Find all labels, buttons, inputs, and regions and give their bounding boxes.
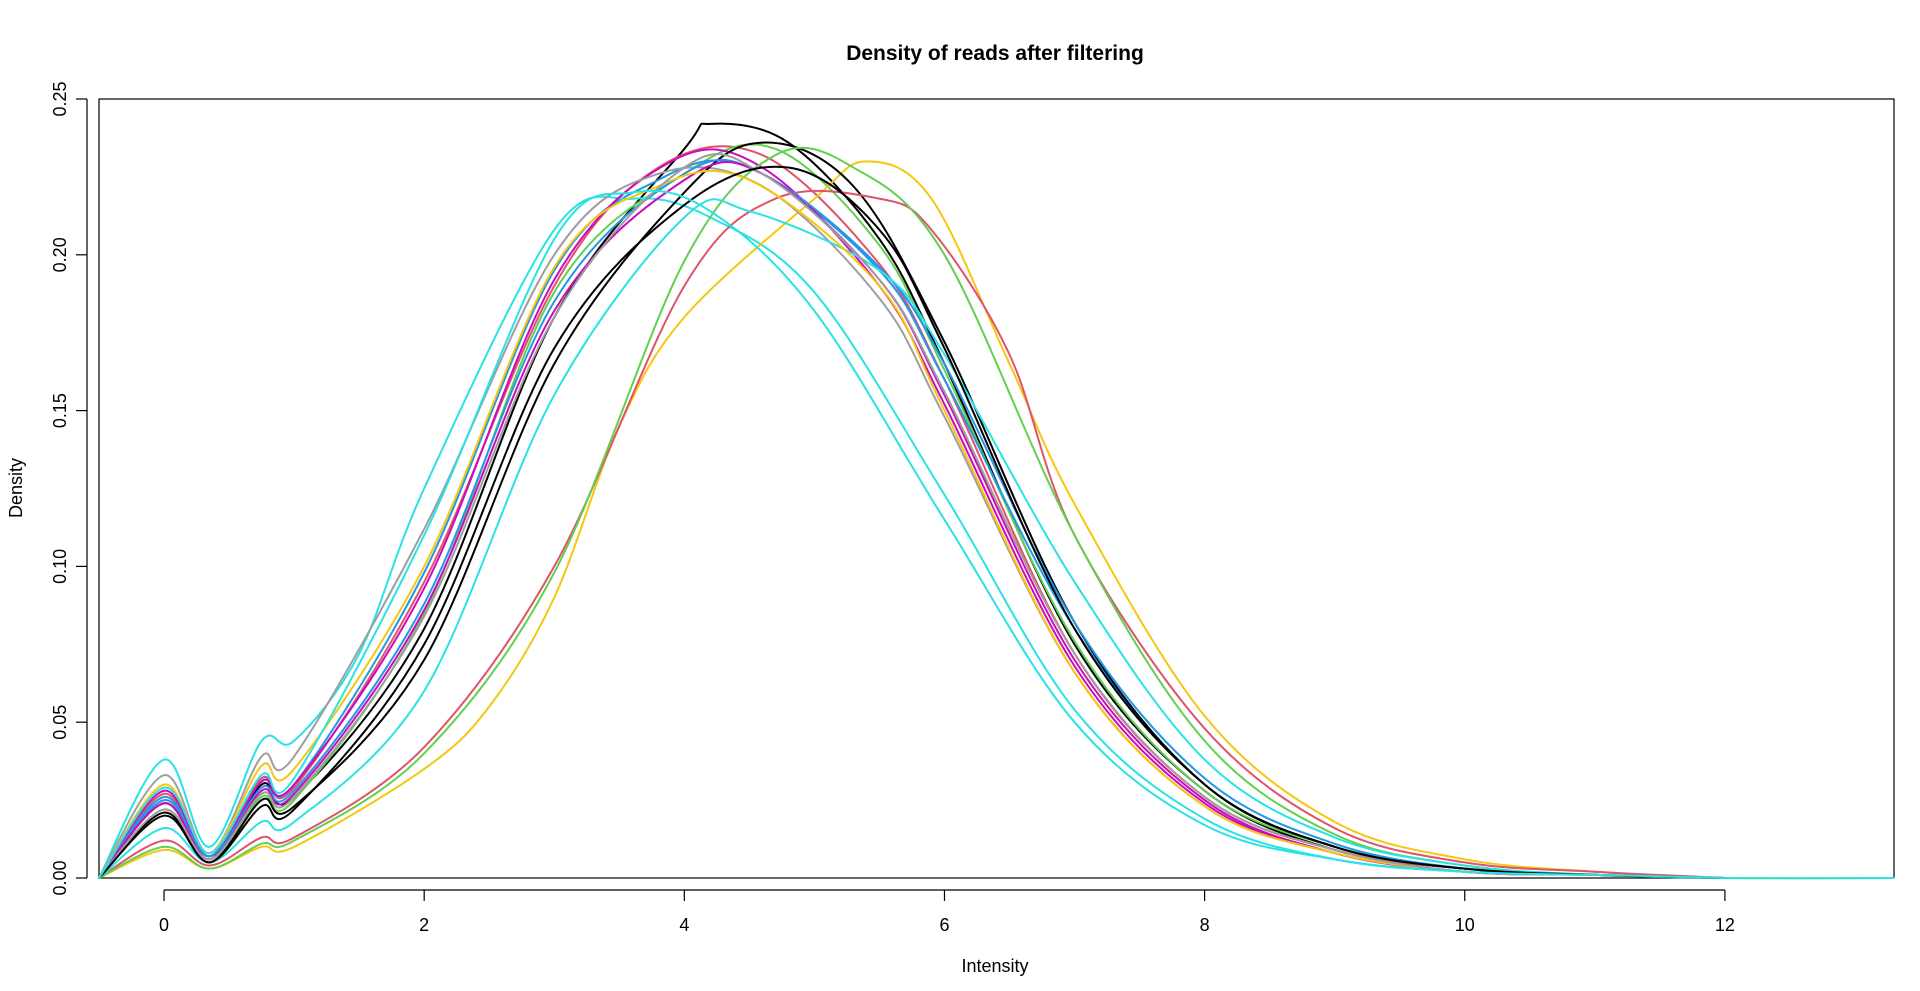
density-curve [98,146,1726,879]
x-tick-label: 12 [1715,915,1735,935]
density-curve [98,122,1726,879]
x-tick-label: 10 [1455,915,1475,935]
y-tick-label: 0.00 [50,860,70,895]
chart-title: Density of reads after filtering [846,42,1144,65]
x-tick-label: 2 [419,915,429,935]
density-curve [98,153,1726,879]
y-tick-label: 0.10 [50,549,70,584]
density-curve [98,143,1726,879]
plot-area-frame [98,98,1895,879]
x-axis-label: Intensity [961,956,1028,976]
y-tick-label: 0.20 [50,237,70,272]
y-axis-label: Density [6,458,26,518]
y-tick-label: 0.25 [50,81,70,116]
density-series-group [98,122,1895,880]
density-curve [98,160,1895,880]
y-tick-label: 0.05 [50,705,70,740]
density-curve [98,141,1726,879]
density-curve [98,166,1726,879]
density-curve [98,189,1726,879]
density-curve [98,169,1726,879]
density-curve [98,198,1895,880]
x-tick-label: 4 [679,915,689,935]
x-tick-label: 0 [159,915,169,935]
density-curve [98,189,1726,879]
density-curve [98,148,1726,879]
density-curve [98,158,1726,879]
x-tick-label: 6 [939,915,949,935]
x-tick-label: 8 [1200,915,1210,935]
y-tick-label: 0.15 [50,393,70,428]
x-axis: 0 2 4 6 8 10 12 [159,889,1735,935]
density-curve [98,165,1726,879]
density-curve [98,145,1726,879]
density-curve [98,159,1726,879]
y-axis: 0.00 0.05 0.10 0.15 0.20 0.25 [50,81,88,896]
density-curve [98,161,1726,879]
